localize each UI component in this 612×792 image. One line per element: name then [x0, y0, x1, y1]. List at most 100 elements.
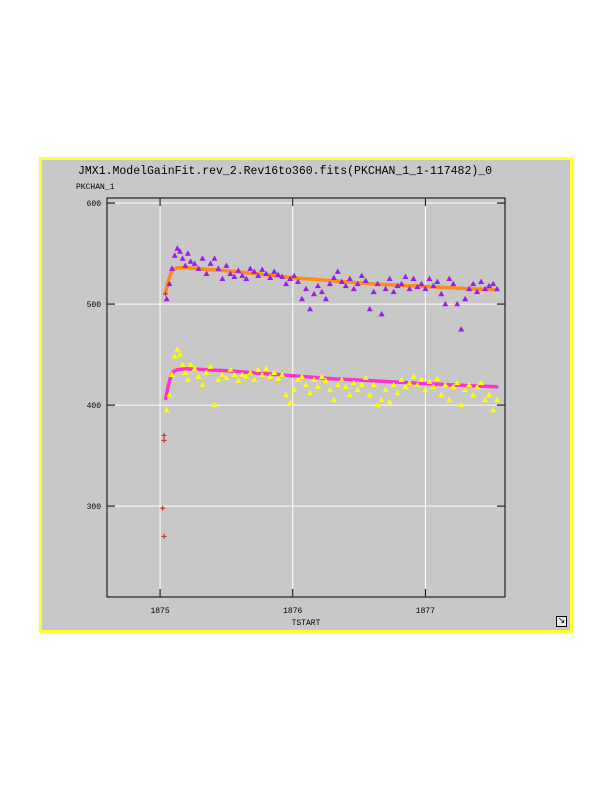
- data-point-series-1: [215, 265, 222, 271]
- data-point-series-1: [382, 285, 389, 292]
- data-point-series-2: [219, 371, 226, 377]
- data-point-series-2: [338, 376, 345, 382]
- data-point-series-2: [378, 396, 385, 403]
- data-point-series-1: [494, 285, 500, 292]
- data-point-series-2: [334, 381, 341, 388]
- data-point-series-1: [275, 271, 282, 277]
- data-point-series-2: [326, 386, 333, 393]
- data-point-series-2: [462, 386, 469, 393]
- data-point-series-2: [418, 376, 425, 382]
- data-point-series-2: [247, 369, 254, 375]
- data-point-series-2: [470, 391, 477, 398]
- y-tick-label: 300: [87, 503, 102, 512]
- grid-lines: [107, 198, 505, 597]
- data-point-series-3: [161, 533, 167, 539]
- data-point-series-1: [279, 273, 286, 279]
- data-point-series-1: [318, 288, 325, 295]
- data-point-series-2: [177, 351, 183, 357]
- data-point-series-2: [235, 377, 242, 383]
- data-point-series-1: [438, 290, 445, 297]
- data-point-series-2: [414, 381, 421, 388]
- data-point-series-1: [434, 278, 441, 284]
- data-point-series-1: [169, 265, 175, 271]
- data-point-series-1: [422, 285, 429, 292]
- data-point-series-2: [203, 369, 210, 375]
- data-point-series-1: [486, 282, 493, 289]
- y-tick-label: 600: [87, 200, 102, 209]
- data-point-series-1: [442, 300, 449, 307]
- data-point-series-1: [346, 275, 353, 281]
- chart-title: JMX1.ModelGainFit.rev_2.Rev16to360.fits(…: [78, 165, 492, 178]
- data-point-series-1: [195, 265, 202, 271]
- data-point-series-1: [307, 305, 313, 312]
- data-point-series-2: [283, 391, 290, 398]
- data-point-series-1: [287, 275, 294, 281]
- data-point-series-3: [161, 432, 167, 438]
- data-point-series-2: [215, 376, 222, 382]
- data-point-series-1: [219, 275, 226, 281]
- data-point-series-1: [259, 266, 266, 272]
- data-point-series-3: [160, 505, 166, 511]
- data-point-series-2: [299, 373, 305, 379]
- data-point-series-2: [474, 383, 481, 390]
- data-point-series-1: [247, 265, 254, 271]
- data-point-series-2: [184, 376, 191, 382]
- data-point-series-1: [211, 255, 218, 261]
- data-points: [160, 245, 500, 539]
- data-point-series-1: [235, 267, 242, 273]
- data-point-series-2: [354, 386, 361, 393]
- data-point-series-2: [314, 383, 321, 390]
- data-point-series-1: [398, 280, 405, 287]
- data-point-series-1: [203, 270, 210, 276]
- data-point-series-2: [223, 374, 230, 380]
- data-point-series-2: [390, 381, 397, 388]
- data-point-series-1: [314, 282, 321, 289]
- data-point-series-2: [422, 386, 429, 393]
- data-point-series-1: [255, 272, 262, 278]
- data-point-series-2: [486, 391, 493, 398]
- data-point-series-1: [462, 295, 469, 302]
- data-point-series-2: [311, 376, 317, 382]
- data-point-series-2: [366, 391, 373, 398]
- data-point-series-1: [418, 280, 425, 287]
- data-point-series-1: [326, 280, 333, 287]
- data-point-series-2: [263, 365, 270, 371]
- y-tick-label: 500: [87, 301, 102, 310]
- chart-plot: JMX1.ModelGainFit.rev_2.Rev16to360.fits(…: [76, 165, 506, 628]
- data-point-series-2: [169, 371, 175, 377]
- data-point-series-2: [434, 375, 441, 381]
- data-point-series-2: [322, 377, 329, 383]
- data-point-series-2: [187, 361, 194, 367]
- data-point-series-1: [182, 262, 189, 268]
- data-point-series-1: [303, 285, 309, 292]
- data-point-series-1: [322, 295, 329, 302]
- data-point-series-2: [494, 396, 500, 403]
- data-point-series-2: [255, 366, 262, 372]
- data-point-series-1: [166, 280, 173, 287]
- data-point-series-1: [171, 252, 178, 258]
- data-point-series-2: [402, 383, 409, 390]
- data-point-series-2: [191, 365, 198, 371]
- data-point-series-1: [362, 277, 369, 283]
- data-point-series-2: [426, 378, 433, 384]
- data-point-series-2: [174, 346, 181, 352]
- data-point-series-1: [342, 282, 349, 289]
- data-point-series-1: [430, 282, 437, 289]
- data-point-series-2: [251, 376, 258, 382]
- data-point-series-1: [454, 300, 461, 307]
- y-tick-label: 400: [87, 402, 102, 411]
- data-point-series-1: [446, 275, 453, 281]
- resize-diagonal-icon[interactable]: ↘: [556, 616, 567, 627]
- data-point-series-1: [350, 285, 357, 292]
- data-point-series-1: [239, 272, 246, 278]
- data-point-series-2: [275, 375, 282, 381]
- data-point-series-2: [318, 373, 325, 379]
- data-point-series-1: [223, 262, 230, 268]
- data-point-series-1: [311, 290, 317, 297]
- data-point-series-1: [243, 275, 250, 281]
- data-point-series-2: [454, 379, 461, 386]
- data-point-series-2: [182, 369, 189, 375]
- data-point-series-2: [307, 389, 313, 396]
- data-point-series-2: [482, 396, 489, 403]
- data-point-series-2: [386, 398, 393, 405]
